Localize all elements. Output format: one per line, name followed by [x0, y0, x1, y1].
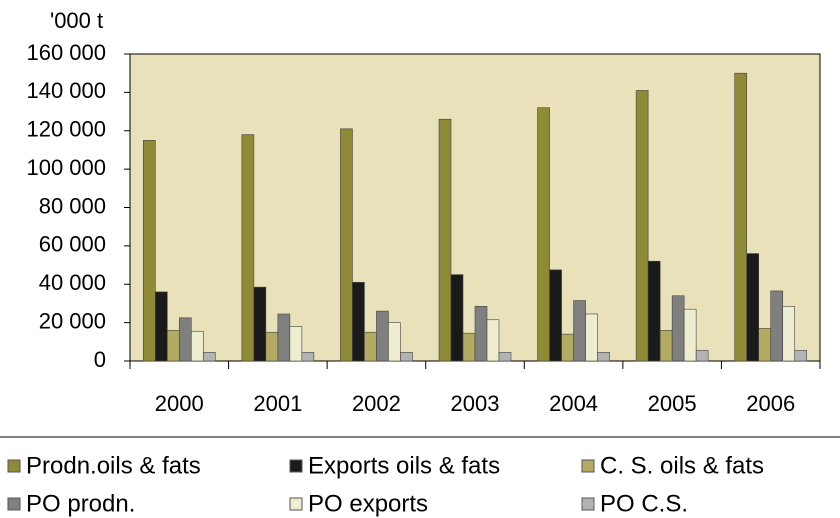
x-tick-label: 2004 — [549, 391, 598, 416]
legend-swatch — [581, 497, 595, 511]
bar — [671, 295, 685, 362]
x-tick-label: 2005 — [648, 391, 697, 416]
x-tick-label: 2003 — [451, 391, 500, 416]
legend-label: PO exports — [308, 490, 428, 517]
bar — [462, 332, 476, 362]
legend-swatch — [7, 497, 21, 511]
bar — [340, 128, 353, 362]
bar — [253, 286, 267, 362]
bar — [438, 118, 452, 362]
legend-swatch — [7, 459, 21, 473]
bar — [635, 90, 649, 362]
y-tick-label: 160 000 — [26, 40, 106, 65]
bar — [770, 290, 784, 362]
bar — [301, 352, 315, 362]
legend-swatch — [289, 459, 303, 473]
legend-label: PO prodn. — [26, 490, 135, 517]
bar — [585, 313, 598, 362]
y-axis-unit: '000 t — [50, 8, 103, 33]
y-tick-label: 40 000 — [39, 270, 106, 295]
legend-label: PO C.S. — [600, 490, 688, 517]
y-tick-label: 0 — [94, 347, 106, 372]
bar — [190, 330, 204, 362]
y-tick-label: 100 000 — [26, 155, 106, 180]
bar — [573, 300, 586, 362]
x-tick-label: 2000 — [155, 391, 204, 416]
x-tick-label: 2002 — [352, 391, 401, 416]
y-tick-label: 140 000 — [26, 78, 106, 103]
bar — [352, 282, 365, 362]
bar — [142, 140, 156, 362]
bar — [597, 352, 610, 362]
bar — [758, 328, 772, 362]
bar — [549, 269, 562, 362]
x-tick-label: 2006 — [746, 391, 795, 416]
bar — [782, 306, 796, 362]
bar — [388, 322, 401, 362]
bar — [486, 319, 500, 362]
bar — [400, 352, 413, 362]
legend-label: Prodn.oils & fats — [26, 452, 201, 479]
bar — [289, 326, 303, 362]
bar — [746, 253, 760, 362]
bar — [561, 333, 574, 362]
legend-label: C. S. oils & fats — [600, 452, 764, 479]
bar — [647, 260, 661, 362]
bar — [154, 291, 168, 362]
legend-swatch — [289, 497, 303, 511]
bar — [695, 350, 709, 362]
legend-label: Exports oils & fats — [308, 452, 500, 479]
bar — [166, 329, 180, 362]
bar — [277, 313, 291, 362]
y-tick-label: 20 000 — [39, 308, 106, 333]
bar — [202, 352, 216, 362]
bar — [178, 317, 192, 362]
bar — [659, 329, 673, 362]
bar — [794, 350, 808, 362]
y-tick-label: 120 000 — [26, 117, 106, 142]
y-tick-label: 80 000 — [39, 193, 106, 218]
bar — [376, 310, 389, 362]
bar — [734, 72, 748, 362]
y-tick-label: 60 000 — [39, 232, 106, 257]
x-tick-label: 2001 — [253, 391, 302, 416]
bar — [474, 306, 488, 362]
bar — [265, 331, 279, 362]
bar — [450, 274, 464, 362]
bar — [498, 352, 512, 362]
bar — [364, 331, 377, 362]
bar — [241, 134, 255, 362]
bar — [537, 107, 550, 362]
legend-swatch — [581, 459, 595, 473]
bar — [683, 308, 697, 362]
